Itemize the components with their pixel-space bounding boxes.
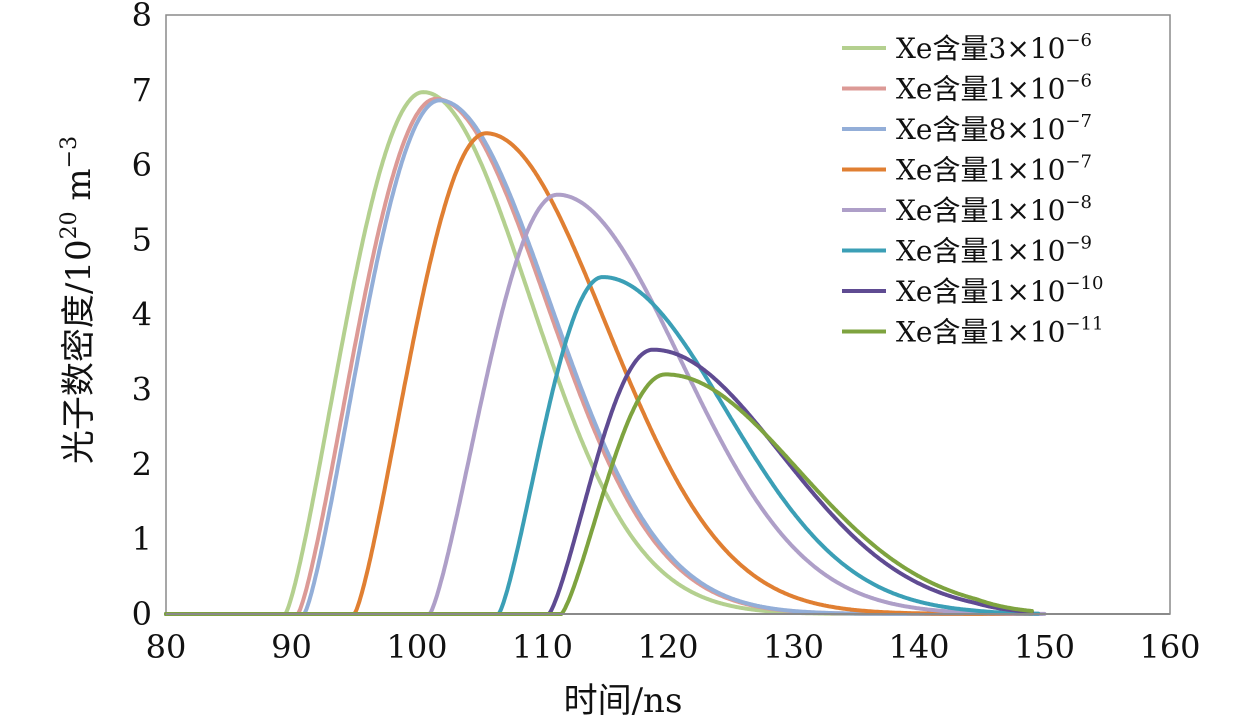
plot-area-frame: [165, 14, 1171, 615]
y-tick-label: 0: [132, 595, 152, 633]
y-axis-label-exponent: 20: [57, 211, 82, 239]
legend-label: Xe含量8×10−7: [896, 111, 1092, 146]
legend-label-exponent: −11: [1065, 314, 1103, 335]
legend-label: Xe含量1×10−8: [896, 192, 1092, 227]
x-tick-label: 130: [763, 628, 824, 666]
legend-label: Xe含量1×10−10: [896, 273, 1103, 308]
x-tick-label: 100: [386, 628, 447, 666]
legend-label-exponent: −6: [1065, 71, 1092, 92]
x-tick-labels: 80 90 100 110 120 130 140 150 160: [146, 628, 1201, 666]
y-tick-labels: 0 1 2 3 4 5 6 7 8: [132, 0, 152, 633]
legend-label-base: Xe含量1×10: [896, 275, 1065, 308]
x-axis-label: 时间/ns: [564, 681, 683, 721]
y-axis-label-unit: m: [59, 168, 99, 211]
legend-label-base: Xe含量1×10: [896, 194, 1065, 227]
y-tick-label: 1: [132, 520, 152, 558]
y-axis-label-main: 光子数密度/10: [59, 239, 99, 464]
legend-label-base: Xe含量1×10: [896, 316, 1065, 349]
x-tick-label: 160: [1139, 628, 1200, 666]
x-tick-label: 80: [146, 628, 187, 666]
y-tick-label: 3: [132, 370, 152, 408]
x-tick-label: 120: [637, 628, 698, 666]
legend-label-exponent: −7: [1065, 152, 1092, 173]
y-tick-label: 5: [132, 221, 152, 259]
y-tick-label: 4: [132, 296, 152, 334]
legend-label-base: Xe含量1×10: [896, 235, 1065, 268]
legend-label-exponent: −9: [1065, 233, 1092, 254]
legend-label-exponent: −8: [1065, 192, 1092, 213]
legend-label: Xe含量1×10−7: [896, 152, 1092, 187]
legend-label-exponent: −7: [1065, 111, 1092, 132]
y-tick-label: 7: [132, 71, 152, 109]
legend-label-base: Xe含量8×10: [896, 113, 1065, 146]
legend-label: Xe含量3×10−6: [896, 30, 1092, 65]
legend: Xe含量3×10−6Xe含量1×10−6Xe含量8×10−7Xe含量1×10−7…: [842, 30, 1103, 349]
x-tick-label: 90: [271, 628, 312, 666]
legend-label-base: Xe含量1×10: [896, 73, 1065, 106]
legend-label: Xe含量1×10−11: [896, 314, 1103, 349]
y-tick-label: 2: [132, 445, 152, 483]
x-tick-label: 110: [512, 628, 573, 666]
x-tick-label: 140: [888, 628, 949, 666]
legend-label-exponent: −10: [1065, 273, 1103, 294]
legend-label-base: Xe含量1×10: [896, 154, 1065, 187]
x-tick-label: 150: [1014, 628, 1075, 666]
y-axis-label-unit-exponent: −3: [57, 136, 82, 168]
legend-label-base: Xe含量3×10: [896, 32, 1065, 65]
y-axis-label: 光子数密度/1020 m−3: [57, 136, 99, 464]
legend-label: Xe含量1×10−9: [896, 233, 1092, 268]
y-tick-label: 6: [132, 146, 152, 184]
legend-label: Xe含量1×10−6: [896, 71, 1092, 106]
legend-label-exponent: −6: [1065, 30, 1092, 51]
y-tick-label: 8: [132, 0, 152, 34]
